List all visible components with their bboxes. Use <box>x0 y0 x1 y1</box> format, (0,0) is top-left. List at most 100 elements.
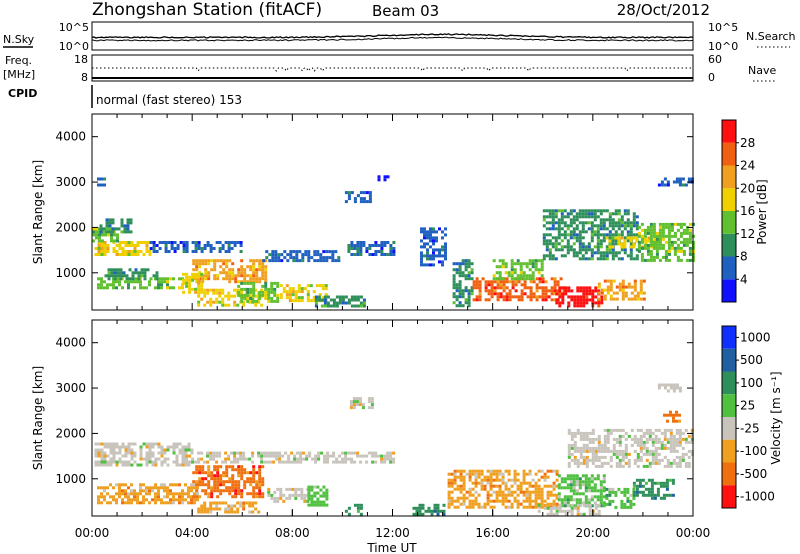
range-cell <box>334 259 338 263</box>
range-cell <box>100 486 103 490</box>
range-cell <box>209 504 213 508</box>
range-cell <box>656 490 660 494</box>
range-cell <box>97 177 100 181</box>
range-cell <box>136 253 140 256</box>
range-cell <box>245 457 249 461</box>
range-cell <box>175 463 179 467</box>
range-cell <box>219 489 223 493</box>
range-cell <box>602 477 606 481</box>
range-cell <box>481 277 485 281</box>
range-cell <box>133 250 137 253</box>
range-cell <box>137 271 141 275</box>
range-cell <box>203 460 207 464</box>
range-cell <box>483 475 487 479</box>
range-cell <box>225 486 229 490</box>
range-cell <box>663 428 667 432</box>
range-cell <box>467 265 471 269</box>
range-cell <box>594 503 598 507</box>
range-cell <box>529 298 533 302</box>
range-cell <box>113 268 117 272</box>
range-cell <box>216 274 220 278</box>
range-cell <box>646 231 650 235</box>
range-cell <box>258 265 262 269</box>
range-cell <box>444 245 447 249</box>
range-cell <box>626 218 630 222</box>
scatter-block <box>97 177 106 187</box>
range-cell <box>572 492 576 496</box>
range-cell <box>418 503 422 507</box>
range-cell <box>118 483 121 487</box>
range-cell <box>602 218 606 222</box>
range-cell <box>361 406 365 410</box>
range-cell <box>362 197 366 201</box>
range-cell <box>155 250 159 253</box>
range-cell <box>648 464 652 468</box>
range-cell <box>121 253 125 256</box>
range-cell <box>499 286 503 290</box>
range-cell <box>455 298 459 302</box>
range-cell <box>643 228 647 232</box>
range-cell <box>576 503 580 507</box>
range-cell <box>173 241 177 244</box>
range-cell <box>519 268 523 272</box>
range-cell <box>516 484 520 488</box>
range-cell <box>224 460 228 464</box>
range-cell <box>254 288 258 292</box>
range-cell <box>608 215 612 219</box>
range-cell <box>121 463 125 467</box>
range-cell <box>185 457 189 461</box>
range-cell <box>251 460 255 464</box>
range-cell <box>475 283 479 287</box>
range-cell <box>545 242 549 246</box>
range-cell <box>420 257 423 261</box>
range-cell <box>301 256 305 260</box>
range-cell <box>654 440 658 444</box>
range-cell <box>380 241 384 244</box>
range-cell <box>471 487 475 491</box>
range-cell <box>452 280 456 284</box>
range-cell <box>276 281 280 285</box>
range-cell <box>545 233 549 237</box>
range-cell <box>185 278 189 282</box>
range-cell <box>596 230 600 234</box>
range-cell <box>642 440 646 444</box>
range-cell <box>572 248 576 252</box>
range-cell <box>359 304 363 308</box>
range-cell <box>108 230 112 234</box>
range-cell <box>184 498 187 502</box>
range-cell <box>458 280 462 284</box>
range-cell <box>534 262 538 266</box>
range-cell <box>654 437 658 441</box>
range-cell <box>535 298 539 302</box>
range-cell <box>470 286 474 290</box>
range-cell <box>669 410 672 414</box>
range-cell <box>252 280 256 284</box>
range-cell <box>649 237 653 241</box>
colorbar-tick-label: 100 <box>740 376 763 390</box>
range-cell <box>629 221 633 225</box>
range-cell <box>653 496 657 500</box>
range-cell <box>617 212 621 216</box>
range-cell <box>663 446 667 450</box>
range-cell <box>594 512 598 516</box>
range-cell <box>252 468 256 472</box>
range-cell <box>112 460 116 464</box>
time-axis: 00:00 04:00 08:00 12:00 16:00 20:00 00:00 <box>75 510 710 540</box>
range-cell <box>461 295 465 299</box>
range-cell <box>608 245 612 249</box>
range-cell <box>627 452 631 456</box>
range-cell <box>467 274 471 278</box>
range-cell <box>237 280 241 284</box>
range-cell <box>685 237 689 241</box>
range-cell <box>252 480 256 484</box>
range-cell <box>240 259 244 263</box>
range-cell <box>548 212 552 216</box>
range-cell <box>118 244 122 247</box>
range-cell <box>201 262 205 266</box>
range-cell <box>145 460 149 464</box>
range-cell <box>215 504 219 508</box>
range-cell <box>112 442 116 446</box>
range-cell <box>122 271 126 275</box>
range-cell <box>252 495 256 499</box>
range-cell <box>260 303 264 307</box>
